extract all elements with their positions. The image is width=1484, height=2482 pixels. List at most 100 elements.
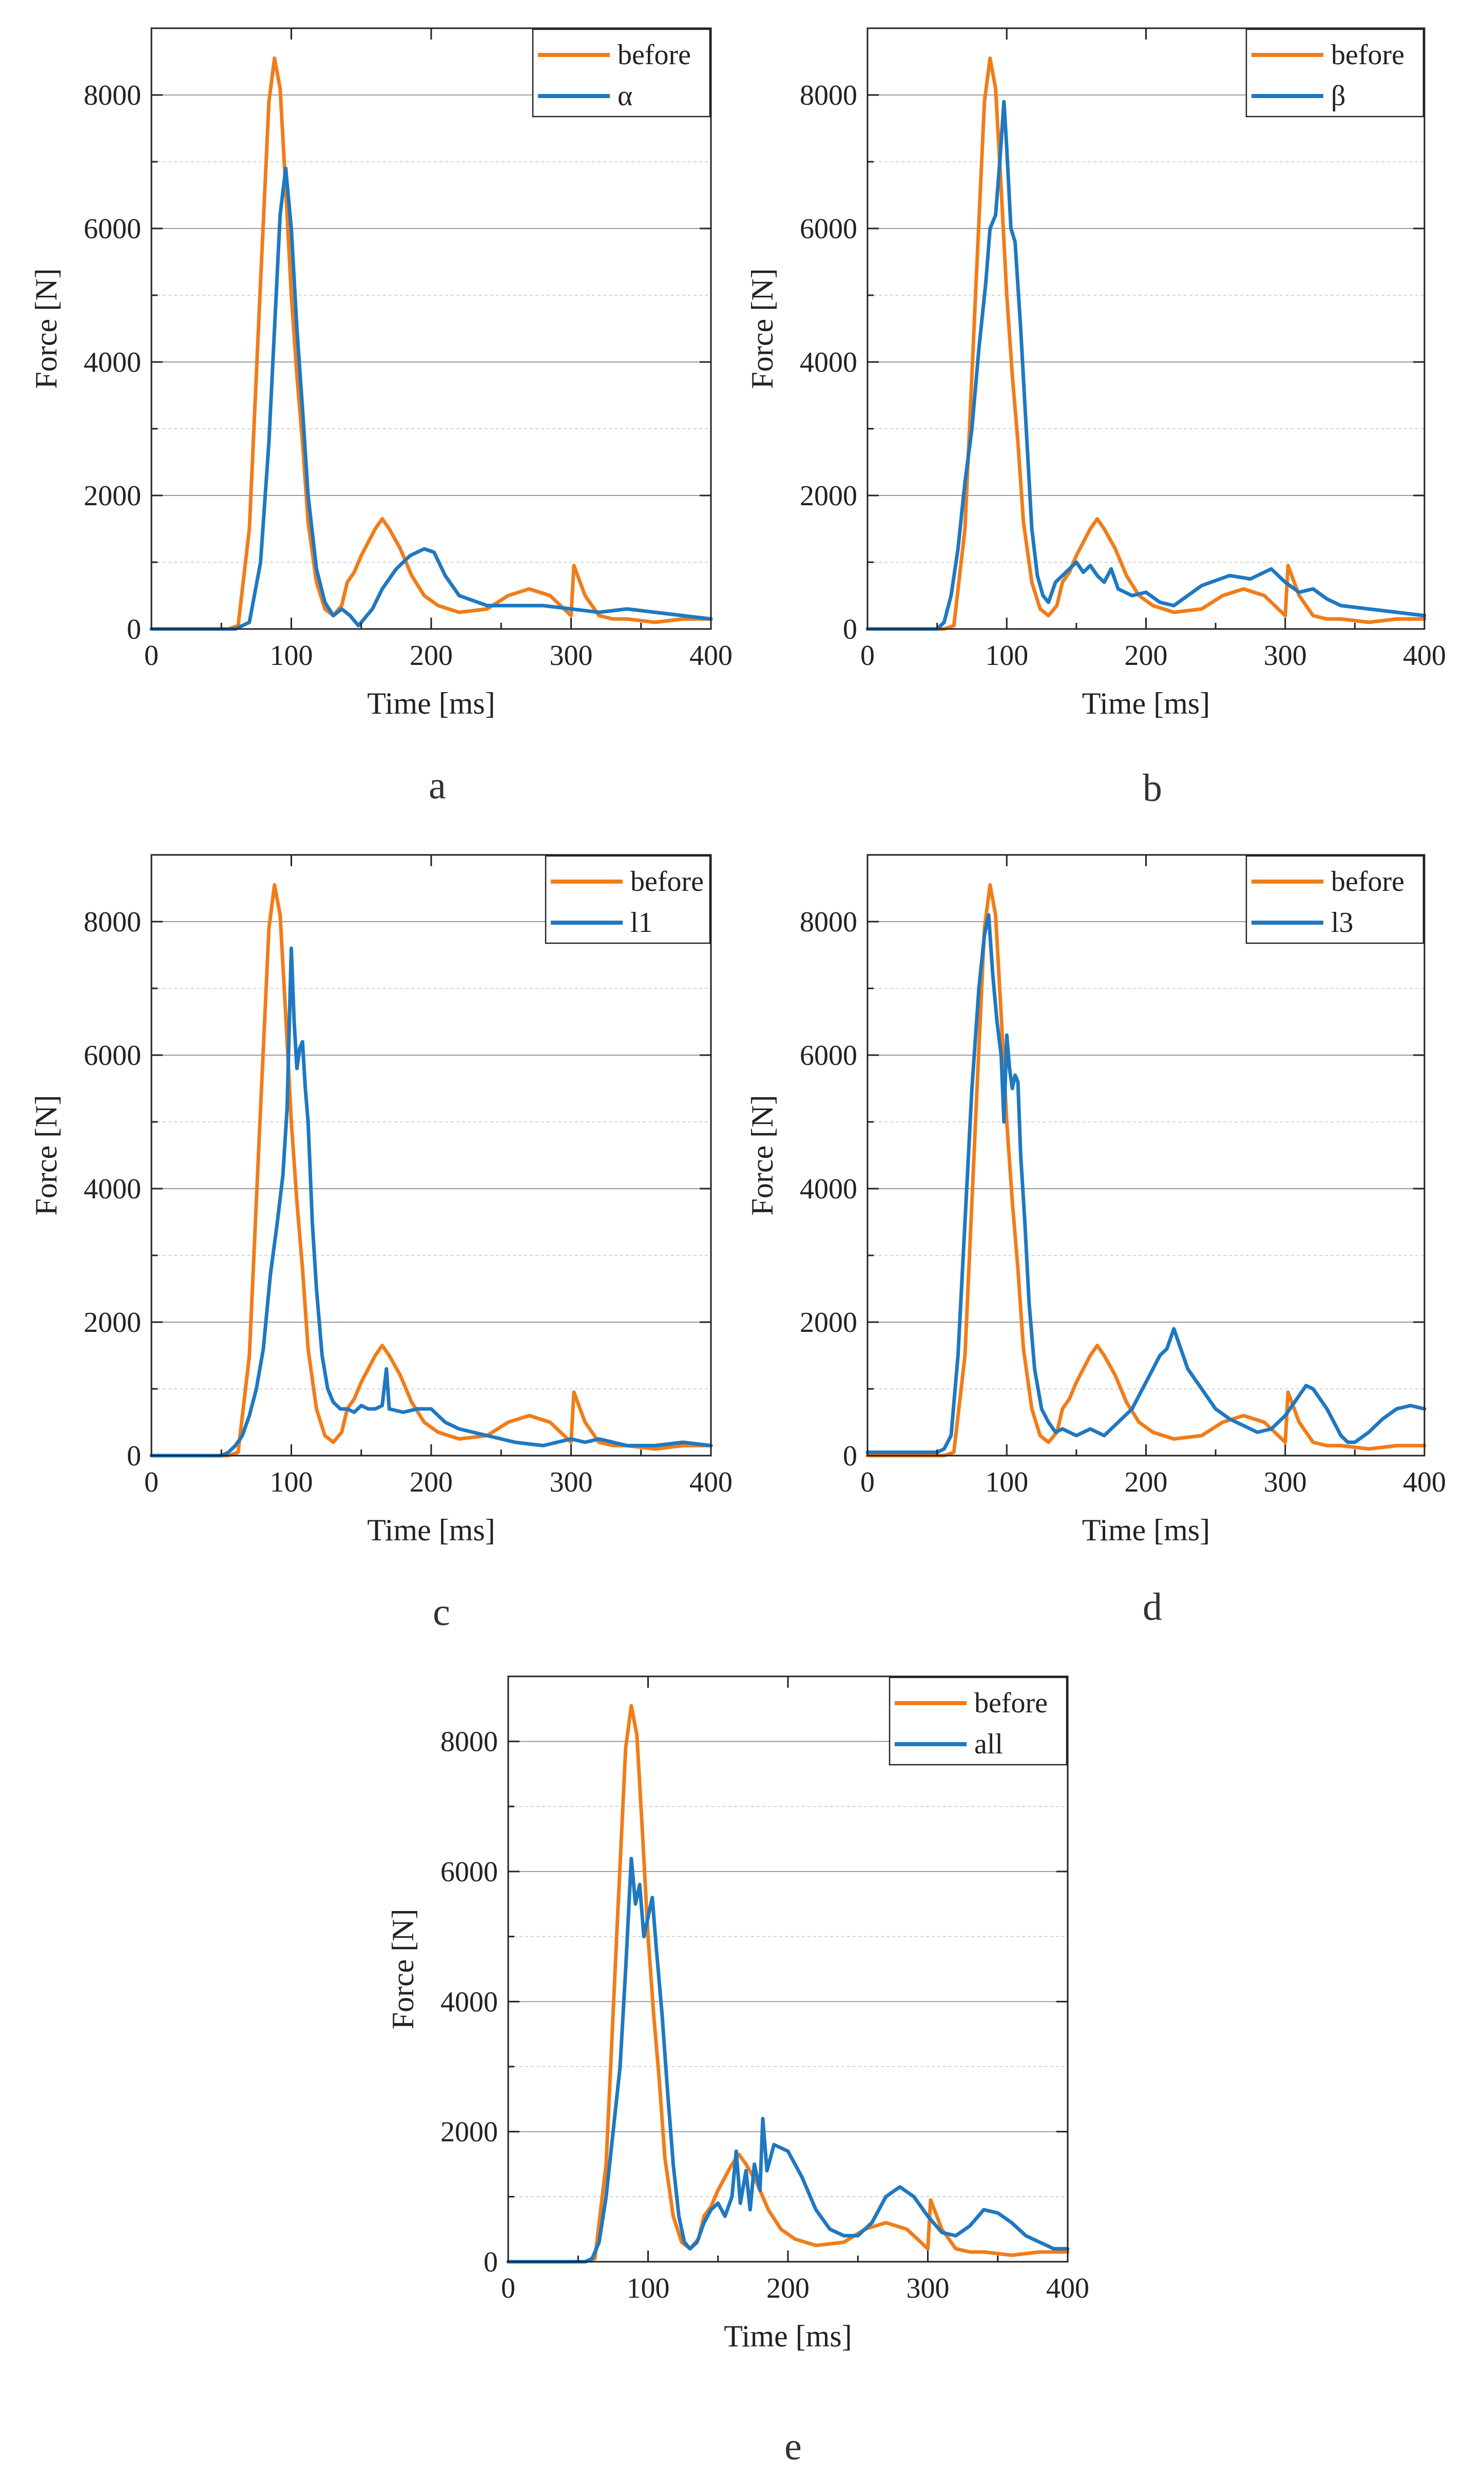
x-tick-label: 300 bbox=[1264, 640, 1307, 672]
y-tick-label: 6000 bbox=[800, 1040, 857, 1072]
legend-label-before: before bbox=[1331, 866, 1404, 898]
panel-letter-c: c bbox=[433, 1591, 450, 1634]
x-axis-label: Time [ms] bbox=[367, 686, 495, 720]
legend: before α bbox=[532, 28, 711, 118]
legend-box bbox=[545, 855, 711, 944]
x-tick-label: 300 bbox=[1264, 1466, 1307, 1498]
y-tick-label: 0 bbox=[127, 614, 141, 645]
y-tick-label: 4000 bbox=[800, 1173, 857, 1205]
x-tick-label: 0 bbox=[501, 2273, 515, 2304]
legend-box bbox=[532, 28, 711, 118]
x-tick-label: 100 bbox=[270, 640, 313, 672]
series-line-before bbox=[149, 56, 713, 631]
x-tick-label: 200 bbox=[410, 1466, 453, 1498]
y-tick-label: 8000 bbox=[84, 80, 141, 111]
y-tick-label: 2000 bbox=[84, 1307, 141, 1339]
legend-box bbox=[889, 1676, 1068, 1766]
y-tick-label: 4000 bbox=[440, 1986, 498, 2018]
x-tick-label: 0 bbox=[860, 1466, 875, 1498]
legend-label-before: before bbox=[1331, 39, 1404, 71]
y-tick-label: 2000 bbox=[84, 480, 141, 512]
y-tick-label: 6000 bbox=[800, 213, 857, 245]
y-tick-label: 0 bbox=[127, 1440, 141, 1472]
series-line-before bbox=[865, 883, 1427, 1458]
legend-label-before: before bbox=[630, 866, 704, 898]
x-axis-label: Time [ms] bbox=[724, 2319, 852, 2353]
x-axis-label: Time [ms] bbox=[1082, 686, 1210, 720]
y-tick-label: 4000 bbox=[84, 1173, 141, 1205]
series-line-before bbox=[506, 1704, 1070, 2264]
panel-letter-d: d bbox=[1143, 1586, 1162, 1629]
x-tick-label: 0 bbox=[860, 640, 875, 672]
series-line-comparison bbox=[506, 1857, 1070, 2264]
x-tick-label: 100 bbox=[985, 640, 1028, 672]
x-tick-label: 300 bbox=[907, 2273, 950, 2304]
plot-frame bbox=[150, 27, 712, 630]
legend: before l1 bbox=[545, 855, 711, 944]
legend: before l3 bbox=[1245, 855, 1424, 944]
y-tick-label: 8000 bbox=[800, 80, 857, 111]
series-line-before bbox=[149, 883, 713, 1458]
x-tick-label: 200 bbox=[410, 640, 453, 672]
legend-label-comparison: l3 bbox=[1331, 907, 1354, 939]
legend-box bbox=[1245, 855, 1424, 944]
x-tick-label: 0 bbox=[144, 1466, 159, 1498]
y-tick-label: 8000 bbox=[440, 1726, 498, 1758]
series-line-comparison bbox=[149, 946, 713, 1458]
x-axis-label: Time [ms] bbox=[367, 1513, 495, 1547]
y-tick-label: 6000 bbox=[84, 1040, 141, 1072]
panel-letter-a: a bbox=[429, 764, 446, 807]
plot-frame bbox=[866, 27, 1425, 630]
x-tick-label: 400 bbox=[1403, 1466, 1446, 1498]
x-tick-label: 100 bbox=[627, 2273, 670, 2304]
plot-frame bbox=[150, 854, 712, 1457]
y-axis-label: Force [N] bbox=[745, 269, 779, 389]
panel-letter-b: b bbox=[1143, 767, 1162, 810]
legend-label-comparison: β bbox=[1331, 80, 1346, 112]
x-axis-label: Time [ms] bbox=[1082, 1513, 1210, 1547]
series-line-comparison bbox=[865, 913, 1427, 1454]
y-axis-label: Force [N] bbox=[29, 1095, 63, 1216]
x-tick-label: 0 bbox=[144, 640, 159, 672]
x-tick-label: 200 bbox=[1125, 1466, 1168, 1498]
x-tick-label: 400 bbox=[1403, 640, 1446, 672]
x-tick-label: 300 bbox=[550, 640, 593, 672]
x-tick-label: 400 bbox=[1046, 2273, 1089, 2304]
y-tick-label: 8000 bbox=[800, 906, 857, 938]
y-axis-label: Force [N] bbox=[745, 1095, 779, 1216]
legend-label-before: before bbox=[974, 1687, 1048, 1719]
y-tick-label: 0 bbox=[843, 1440, 857, 1472]
y-tick-label: 2000 bbox=[800, 1307, 857, 1339]
y-tick-label: 6000 bbox=[84, 213, 141, 245]
panel-letter-e: e bbox=[784, 2425, 802, 2468]
y-tick-label: 4000 bbox=[800, 347, 857, 378]
legend-label-comparison: α bbox=[618, 80, 632, 112]
x-tick-label: 200 bbox=[766, 2273, 810, 2304]
series-line-before bbox=[865, 56, 1427, 631]
x-tick-label: 400 bbox=[689, 1466, 733, 1498]
legend-label-before: before bbox=[618, 39, 691, 71]
legend: before all bbox=[889, 1676, 1068, 1766]
legend-box bbox=[1245, 28, 1424, 118]
x-tick-label: 200 bbox=[1125, 640, 1168, 672]
y-tick-label: 8000 bbox=[84, 906, 141, 938]
y-tick-label: 2000 bbox=[440, 2116, 498, 2148]
x-tick-label: 100 bbox=[270, 1466, 313, 1498]
y-tick-label: 4000 bbox=[84, 347, 141, 378]
legend-label-comparison: all bbox=[974, 1728, 1003, 1760]
y-axis-label: Force [N] bbox=[386, 1909, 420, 2030]
legend-label-comparison: l1 bbox=[630, 907, 653, 939]
y-tick-label: 0 bbox=[484, 2246, 498, 2278]
x-tick-label: 300 bbox=[550, 1466, 593, 1498]
legend: before β bbox=[1245, 28, 1424, 118]
series-line-comparison bbox=[149, 166, 713, 631]
x-tick-label: 400 bbox=[689, 640, 733, 672]
y-tick-label: 6000 bbox=[440, 1856, 498, 1888]
y-axis-label: Force [N] bbox=[29, 269, 63, 389]
